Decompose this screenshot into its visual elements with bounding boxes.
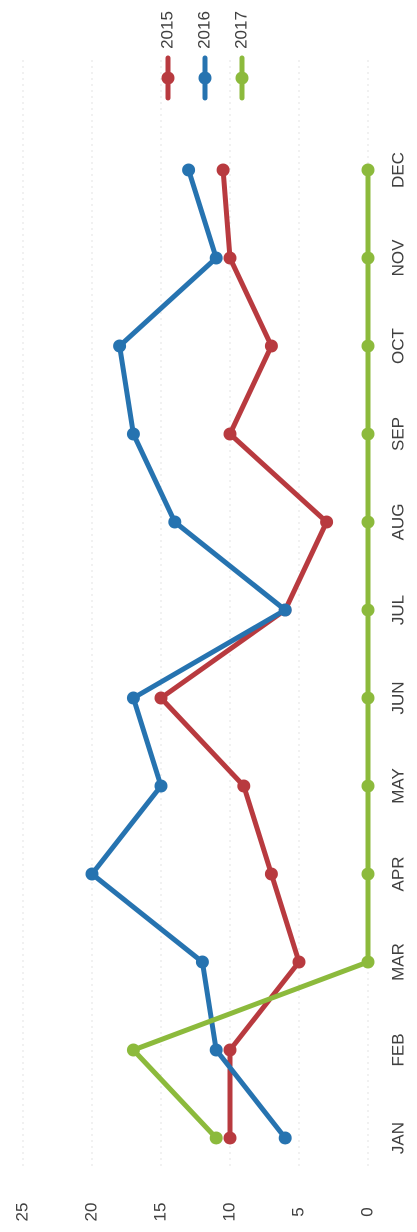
data-point-2015-sep — [223, 427, 237, 441]
series-2017 — [126, 163, 375, 1145]
legend-label-2015: 2015 — [157, 11, 176, 49]
x-tick-label: AUG — [388, 504, 407, 541]
data-point-2015-aug — [320, 515, 334, 529]
data-point-2016-aug — [168, 515, 182, 529]
series-line-2017 — [130, 167, 371, 1141]
data-point-2017-aug — [361, 515, 375, 529]
legend-label-2017: 2017 — [231, 11, 250, 49]
data-point-2017-may — [361, 779, 375, 793]
data-point-2015-jan — [223, 1131, 237, 1145]
data-point-2015-dec — [216, 163, 230, 177]
x-tick-label: JAN — [388, 1122, 407, 1154]
data-point-2016-feb — [209, 1043, 223, 1057]
data-point-2017-jan — [209, 1131, 223, 1145]
chart-series — [85, 163, 375, 1145]
data-point-2016-dec — [182, 163, 196, 177]
data-point-2015-may — [237, 779, 251, 793]
data-point-2017-mar — [361, 955, 375, 969]
series-2015 — [154, 163, 334, 1145]
x-tick-label: DEC — [388, 152, 407, 188]
x-tick-label: NOV — [388, 239, 407, 277]
x-tick-label: JUN — [388, 681, 407, 714]
data-point-2015-feb — [223, 1043, 237, 1057]
data-point-2016-jan — [278, 1131, 292, 1145]
x-tick-label: MAY — [388, 768, 407, 804]
data-point-2017-nov — [361, 251, 375, 265]
y-tick-label: 20 — [81, 1203, 100, 1222]
series-2016 — [85, 163, 292, 1145]
chart-legend: 2015 2016 2017 — [157, 11, 250, 101]
x-tick-label: OCT — [388, 328, 407, 364]
data-point-2016-may — [154, 779, 168, 793]
data-point-2017-apr — [361, 867, 375, 881]
data-point-2017-feb — [126, 1043, 140, 1057]
y-tick-label: 15 — [150, 1203, 169, 1222]
legend-marker-2015 — [161, 71, 175, 85]
legend-marker-2016 — [198, 71, 212, 85]
legend-item-2015: 2015 — [157, 11, 176, 101]
data-point-2015-mar — [292, 955, 306, 969]
x-axis-tick-labels: JAN FEB MAR APR MAY JUN JUL AUG SEP OCT NOV DEC — [388, 152, 407, 1154]
chart-gridlines — [22, 60, 369, 1170]
x-tick-label: JUL — [388, 595, 407, 625]
data-point-2015-nov — [223, 251, 237, 265]
legend-label-2016: 2016 — [194, 11, 213, 49]
data-point-2016-nov — [209, 251, 223, 265]
y-tick-label: 5 — [288, 1207, 307, 1216]
data-point-2017-jun — [361, 691, 375, 705]
data-point-2016-sep — [126, 427, 140, 441]
x-tick-label: APR — [388, 857, 407, 892]
data-point-2016-apr — [85, 867, 99, 881]
y-tick-label: 0 — [357, 1207, 376, 1216]
data-point-2017-oct — [361, 339, 375, 353]
legend-item-2017: 2017 — [231, 11, 250, 101]
data-point-2017-dec — [361, 163, 375, 177]
data-point-2015-apr — [264, 867, 278, 881]
x-tick-label: SEP — [388, 417, 407, 451]
data-point-2016-mar — [195, 955, 209, 969]
y-tick-label: 25 — [12, 1203, 31, 1222]
x-tick-label: MAR — [388, 943, 407, 981]
data-point-2016-oct — [113, 339, 127, 353]
y-axis-tick-labels: 0 5 10 15 20 25 — [12, 1203, 376, 1222]
data-point-2016-jul — [278, 603, 292, 617]
data-point-2017-jul — [361, 603, 375, 617]
data-point-2017-sep — [361, 427, 375, 441]
legend-item-2016: 2016 — [194, 11, 213, 101]
data-point-2015-jun — [154, 691, 168, 705]
legend-marker-2017 — [235, 71, 249, 85]
data-point-2015-oct — [264, 339, 278, 353]
series-line-2016 — [89, 167, 288, 1141]
x-tick-label: FEB — [388, 1033, 407, 1066]
y-tick-label: 10 — [219, 1203, 238, 1222]
data-point-2016-jun — [126, 691, 140, 705]
series-line-2015 — [158, 167, 330, 1141]
